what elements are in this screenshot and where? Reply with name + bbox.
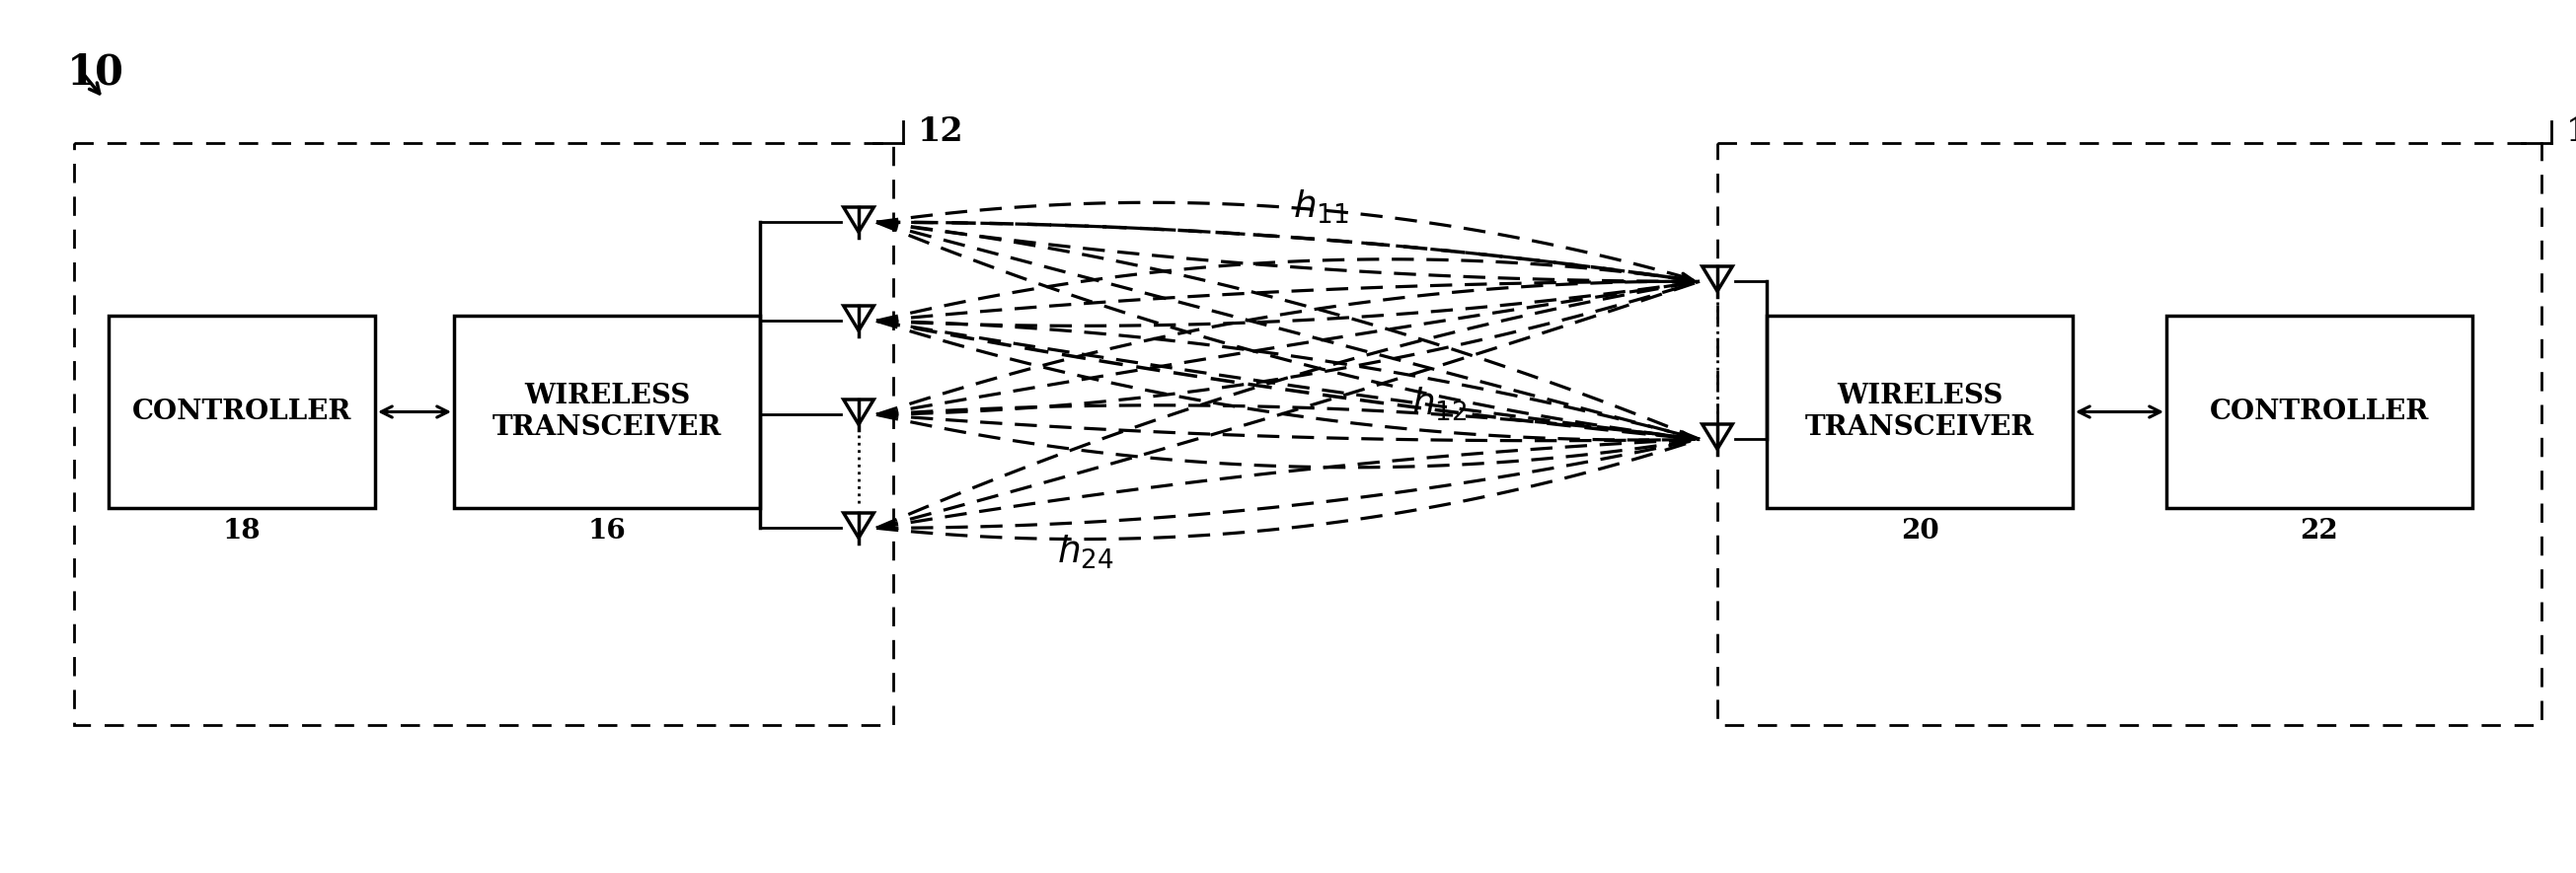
Bar bbox=[2166, 316, 2473, 508]
Text: 18: 18 bbox=[222, 518, 260, 545]
Bar bbox=[75, 143, 894, 725]
Bar bbox=[1767, 316, 2074, 508]
Text: WIRELESS
TRANSCEIVER: WIRELESS TRANSCEIVER bbox=[1806, 383, 2035, 441]
Text: CONTROLLER: CONTROLLER bbox=[2210, 398, 2429, 425]
Bar bbox=[453, 316, 760, 508]
Text: 10: 10 bbox=[67, 52, 124, 93]
Text: 14: 14 bbox=[2566, 115, 2576, 148]
Text: 12: 12 bbox=[917, 115, 963, 148]
Text: 16: 16 bbox=[587, 518, 626, 545]
Text: 20: 20 bbox=[1901, 518, 1940, 545]
Text: $h_{12}$: $h_{12}$ bbox=[1412, 386, 1468, 423]
Bar bbox=[108, 316, 376, 508]
Text: $h_{11}$: $h_{11}$ bbox=[1293, 189, 1350, 226]
Text: CONTROLLER: CONTROLLER bbox=[131, 398, 350, 425]
Text: 22: 22 bbox=[2300, 518, 2339, 545]
Text: $h_{24}$: $h_{24}$ bbox=[1056, 533, 1115, 571]
Bar bbox=[1718, 143, 2543, 725]
Text: WIRELESS
TRANSCEIVER: WIRELESS TRANSCEIVER bbox=[492, 383, 721, 441]
